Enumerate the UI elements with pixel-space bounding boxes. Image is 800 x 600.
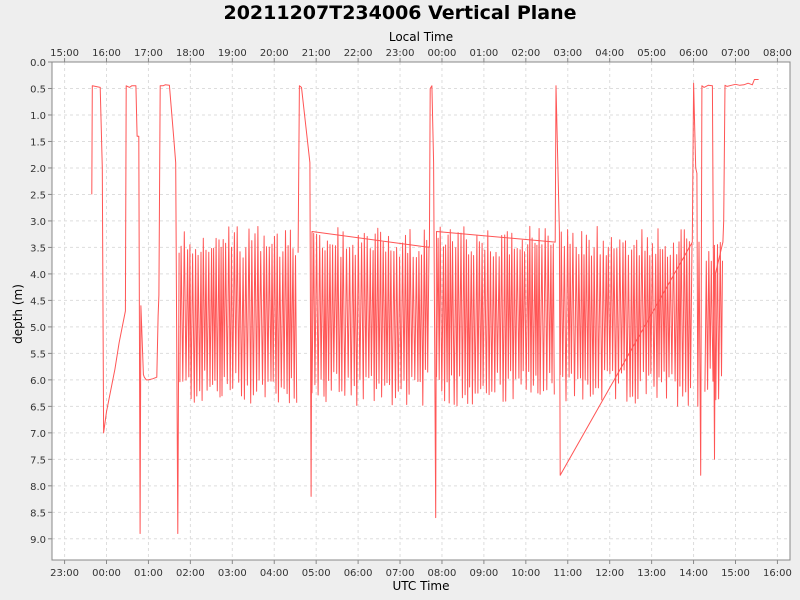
y-tick-label: 8.5 <box>30 508 46 519</box>
y-tick-label: 0.5 <box>30 84 46 95</box>
utc-tick-label: 02:00 <box>176 568 205 579</box>
utc-tick-label: 13:00 <box>637 568 666 579</box>
utc-tick-label: 00:00 <box>92 568 121 579</box>
utc-tick-label: 08:00 <box>428 568 457 579</box>
utc-tick-label: 06:00 <box>344 568 373 579</box>
profiling-segment <box>179 226 298 404</box>
bottom-axis-label: UTC Time <box>393 579 450 593</box>
local-tick-label: 22:00 <box>344 48 373 59</box>
y-tick-label: 5.0 <box>30 323 46 334</box>
utc-tick-label: 23:00 <box>50 568 79 579</box>
series-depth <box>91 79 759 534</box>
x-ticks-local: 15:00 16:00 17:00 18:00 19:00 20:00 21:00 22:00… <box>50 48 792 62</box>
local-tick-label: 05:00 <box>637 48 666 59</box>
profiling-segment <box>436 225 555 407</box>
local-tick-label: 04:00 <box>595 48 624 59</box>
utc-tick-label: 01:00 <box>134 568 163 579</box>
y-tick-label: 9.0 <box>30 535 46 546</box>
local-tick-label: 19:00 <box>218 48 247 59</box>
utc-tick-label: 09:00 <box>469 568 498 579</box>
local-tick-label: 03:00 <box>553 48 582 59</box>
utc-tick-label: 07:00 <box>386 568 415 579</box>
chart-title: 20211207T234006 Vertical Plane <box>223 2 576 24</box>
local-tick-label: 17:00 <box>134 48 163 59</box>
y-ticks: 0.0 0.5 1.0 1.5 2.0 2.5 3.0 3.5 4.0 4.5 5.0 5.5 6.0 6… <box>30 58 52 546</box>
y-tick-label: 0.0 <box>30 58 46 69</box>
y-tick-label: 7.5 <box>30 455 46 466</box>
local-tick-label: 21:00 <box>302 48 331 59</box>
y-tick-label: 1.0 <box>30 111 46 122</box>
top-axis-label: Local Time <box>389 30 453 44</box>
y-tick-label: 6.5 <box>30 402 46 413</box>
plot-frame <box>51 61 791 561</box>
local-tick-label: 16:00 <box>92 48 121 59</box>
local-tick-label: 18:00 <box>176 48 205 59</box>
local-tick-label: 15:00 <box>50 48 79 59</box>
utc-tick-label: 12:00 <box>595 568 624 579</box>
y-tick-label: 3.5 <box>30 243 46 254</box>
y-tick-label: 8.0 <box>30 482 46 493</box>
local-tick-label: 23:00 <box>386 48 415 59</box>
profiling-segment <box>559 226 693 407</box>
local-tick-label: 08:00 <box>763 48 792 59</box>
utc-tick-label: 16:00 <box>763 568 792 579</box>
utc-tick-label: 03:00 <box>218 568 247 579</box>
y-tick-label: 6.0 <box>30 376 46 387</box>
local-tick-label: 20:00 <box>260 48 289 59</box>
utc-tick-label: 10:00 <box>511 568 540 579</box>
utc-tick-label: 15:00 <box>721 568 750 579</box>
y-axis-label: depth (m) <box>11 284 25 344</box>
utc-tick-label: 04:00 <box>260 568 289 579</box>
y-tick-label: 1.5 <box>30 137 46 148</box>
y-tick-label: 3.0 <box>30 217 46 228</box>
local-tick-label: 00:00 <box>428 48 457 59</box>
local-tick-label: 07:00 <box>721 48 750 59</box>
y-tick-label: 2.5 <box>30 190 46 201</box>
x-ticks-utc: 23:00 00:00 01:00 02:00 03:00 04:00 05:00 06:00… <box>50 560 792 579</box>
y-tick-label: 7.0 <box>30 429 46 440</box>
series-line <box>91 84 180 534</box>
local-tick-label: 01:00 <box>469 48 498 59</box>
y-tick-label: 2.0 <box>30 164 46 175</box>
utc-tick-label: 14:00 <box>679 568 708 579</box>
y-tick-label: 5.5 <box>30 349 46 360</box>
series-transitions <box>297 79 759 519</box>
y-tick-label: 4.5 <box>30 296 46 307</box>
utc-tick-label: 11:00 <box>553 568 582 579</box>
utc-tick-label: 05:00 <box>302 568 331 579</box>
local-tick-label: 02:00 <box>511 48 540 59</box>
y-tick-label: 4.0 <box>30 270 46 281</box>
local-tick-label: 06:00 <box>679 48 708 59</box>
profiling-segment <box>311 227 430 406</box>
